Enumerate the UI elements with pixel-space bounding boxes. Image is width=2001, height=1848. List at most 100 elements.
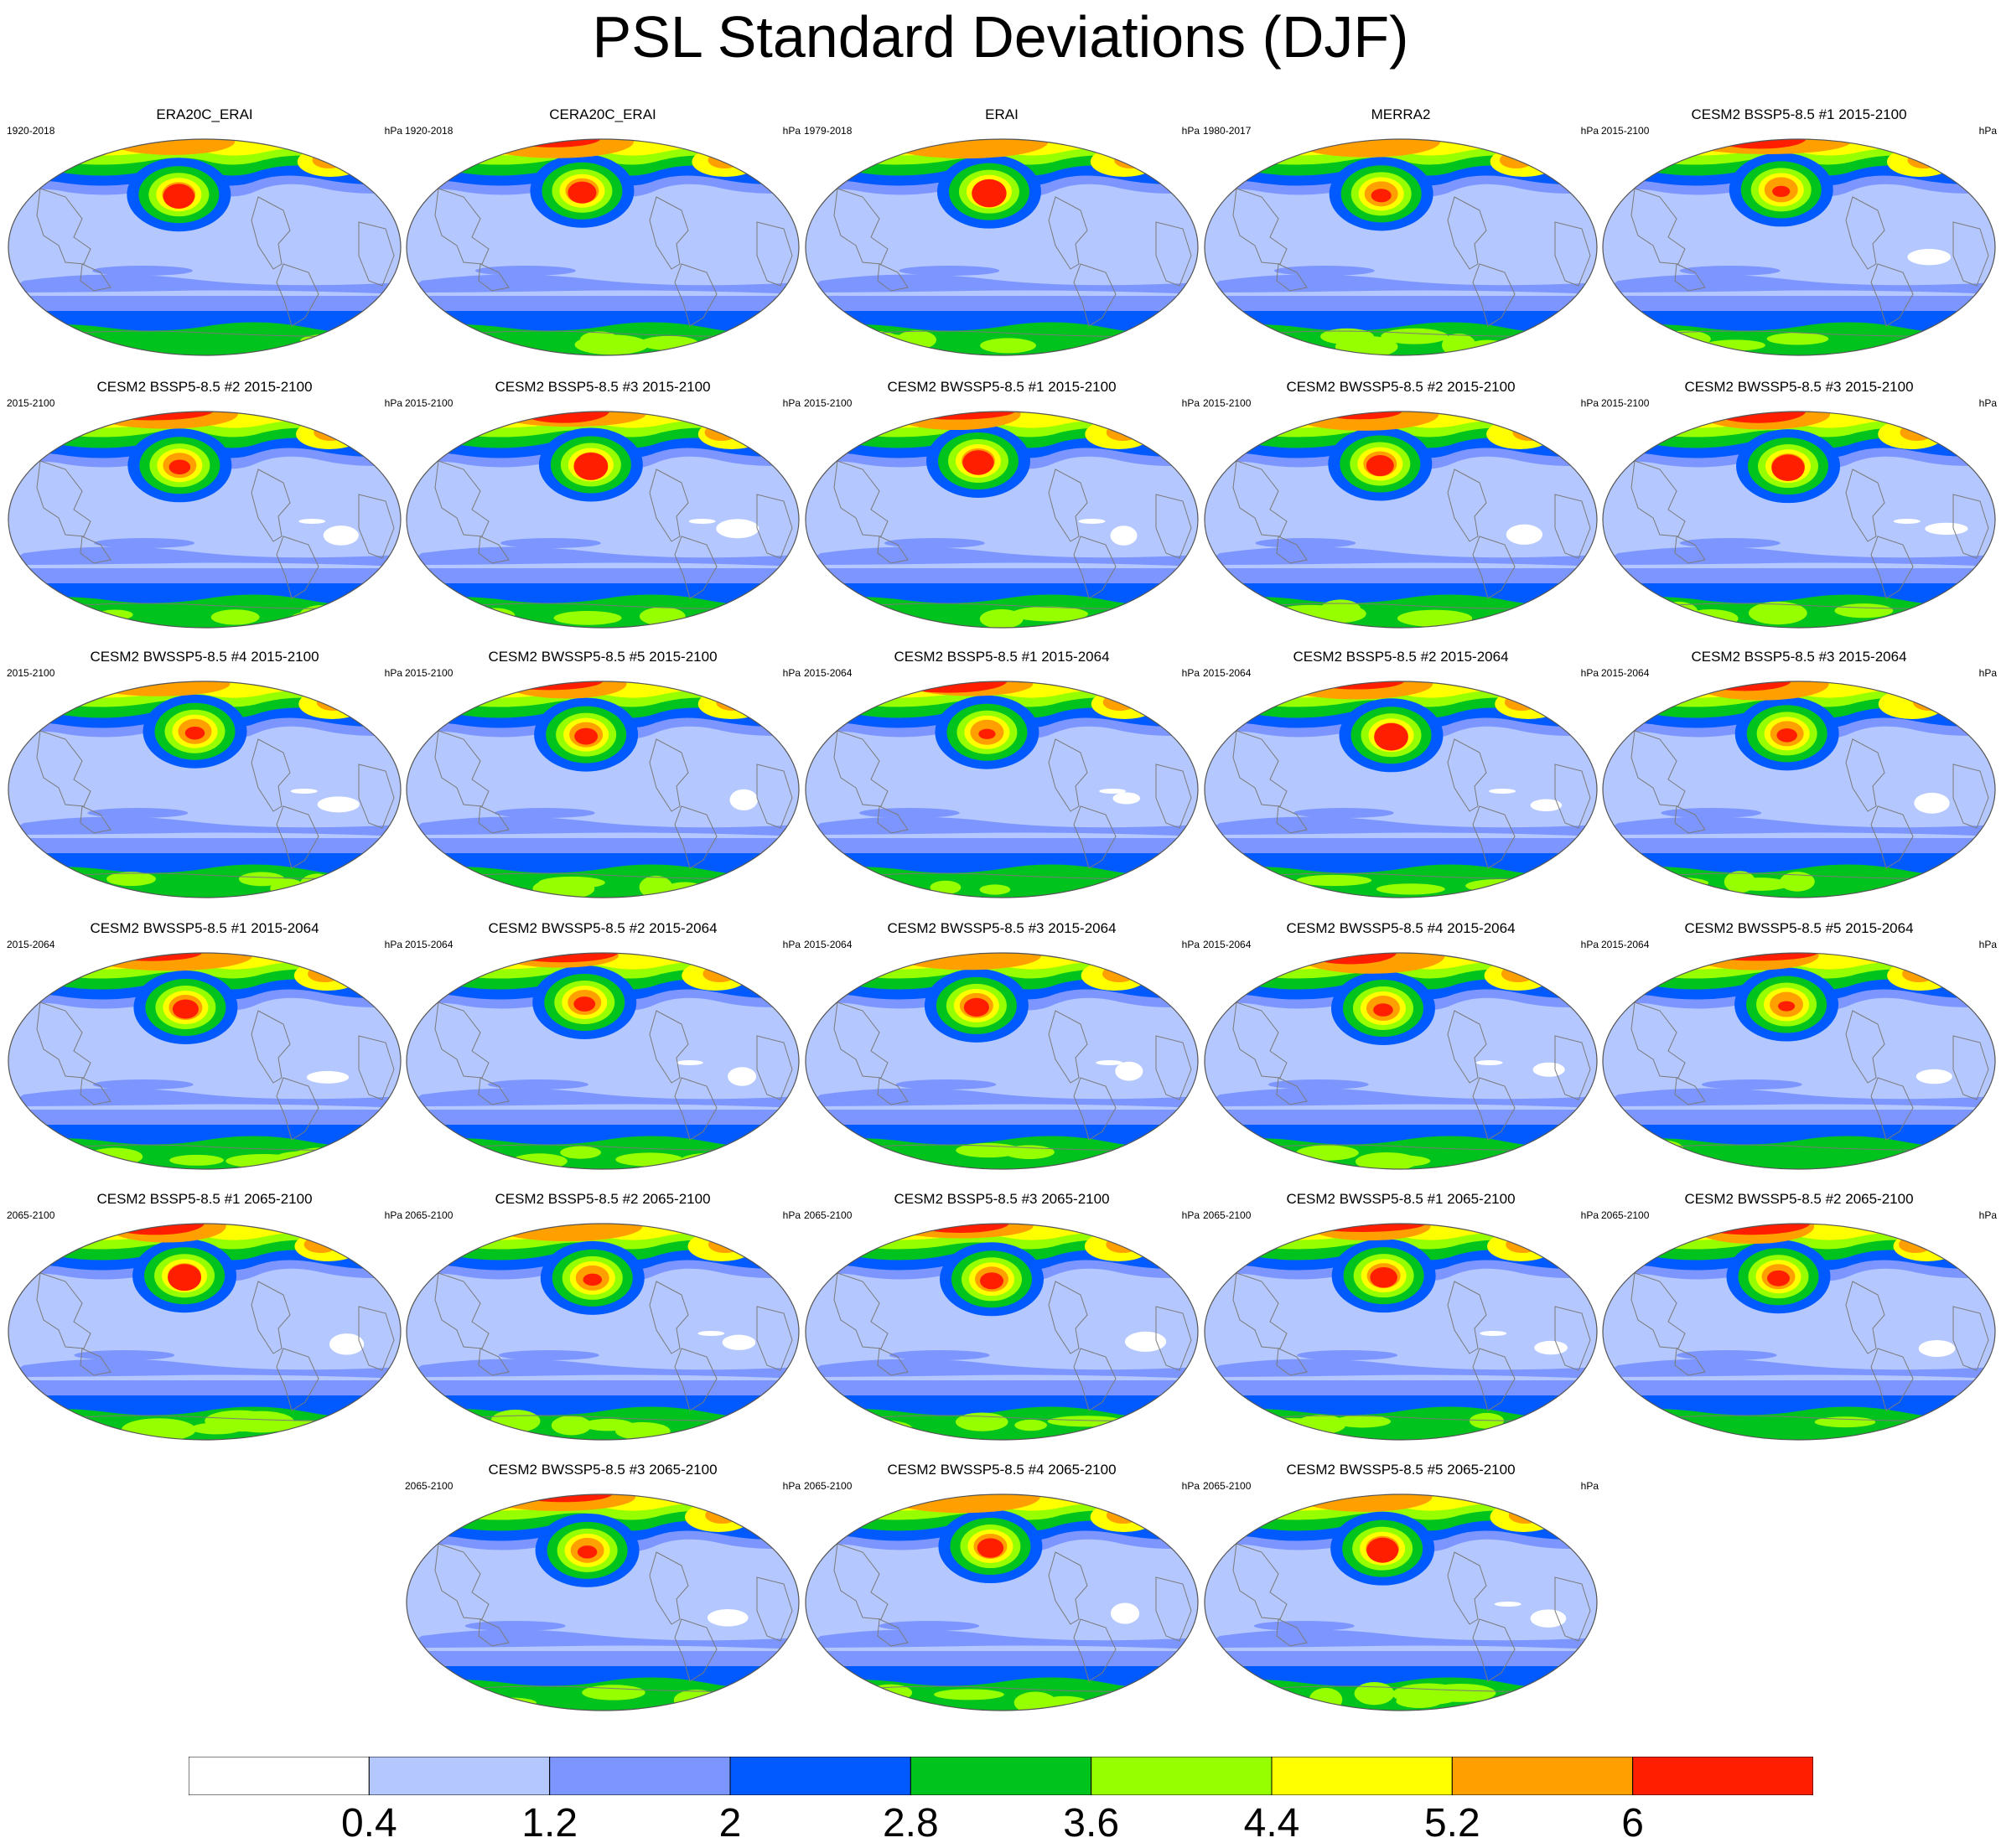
global-map	[8, 1223, 402, 1441]
global-map	[1602, 952, 1996, 1170]
colorbar-tick-label: 2	[718, 1801, 742, 1845]
panel-title: CESM2 BSSP5-8.5 #3 2015-2100	[495, 379, 711, 395]
map-panel: CESM2 BSSP5-8.5 #3 2065-2100 2065-2100 hPa	[802, 1191, 1201, 1442]
global-map	[406, 138, 800, 356]
map-panel: CESM2 BSSP5-8.5 #2 2065-2100 2065-2100 hPa	[403, 1191, 802, 1442]
global-map	[805, 952, 1199, 1170]
colorbar-tick-label: 5.2	[1423, 1801, 1480, 1845]
colorbar-swatch	[368, 1757, 551, 1795]
global-map	[805, 138, 1199, 356]
map-panel: CESM2 BWSSP5-8.5 #5 2065-2100 2065-2100 hP…	[1201, 1462, 1600, 1713]
colorbar-tick-label: 6	[1621, 1801, 1645, 1845]
panel-period: 2065-2100	[405, 1209, 454, 1221]
global-map	[406, 1493, 800, 1711]
panel-title: CESM2 BSSP5-8.5 #2 2065-2100	[495, 1191, 711, 1207]
panel-units: hPa	[1181, 667, 1200, 679]
panel-period: 2015-2100	[7, 667, 55, 679]
panel-title: CESM2 BWSSP5-8.5 #5 2015-2100	[488, 649, 718, 665]
panel-period: 2065-2100	[804, 1209, 853, 1221]
panel-units: hPa	[1181, 1209, 1200, 1221]
panel-title: CESM2 BWSSP5-8.5 #4 2015-2100	[90, 649, 319, 665]
panel-period: 2015-2064	[1601, 667, 1650, 679]
map-panel: CESM2 BWSSP5-8.5 #4 2065-2100 2065-2100 hP…	[802, 1462, 1201, 1713]
panel-units: hPa	[1580, 125, 1599, 137]
panel-units: hPa	[384, 667, 402, 679]
panel-title: CESM2 BSSP5-8.5 #3 2065-2100	[894, 1191, 1110, 1207]
colorbar	[189, 1757, 1813, 1795]
map-panel: CESM2 BSSP5-8.5 #3 2015-2100 2015-2100 hPa	[403, 379, 802, 630]
global-map	[805, 681, 1199, 898]
map-panel: CESM2 BWSSP5-8.5 #5 2015-2100 2015-2100 hP…	[403, 649, 802, 900]
colorbar-swatch	[729, 1757, 911, 1795]
panel-period: 2015-2064	[7, 939, 55, 950]
panel-units: hPa	[1978, 397, 1997, 409]
panel-units: hPa	[782, 125, 801, 137]
panel-period: 1920-2018	[405, 125, 454, 137]
global-map	[8, 138, 402, 356]
panel-units: hPa	[1580, 939, 1599, 950]
panel-units: hPa	[384, 1209, 402, 1221]
global-map	[1602, 1223, 1996, 1441]
global-map	[1602, 681, 1996, 898]
map-panel: CESM2 BWSSP5-8.5 #2 2065-2100 2065-2100 hP…	[1599, 1191, 1998, 1442]
panel-units: hPa	[1181, 125, 1200, 137]
panel-title: CESM2 BWSSP5-8.5 #1 2015-2064	[90, 920, 319, 936]
map-panel: CESM2 BWSSP5-8.5 #5 2015-2064 2015-2064 hP…	[1599, 920, 1998, 1172]
panel-title: CERA20C_ERAI	[549, 106, 656, 122]
map-panel: CESM2 BSSP5-8.5 #1 2015-2064 2015-2064 hPa	[802, 649, 1201, 900]
global-map	[8, 411, 402, 629]
panel-period: 1980-2017	[1203, 125, 1252, 137]
map-panel: CESM2 BSSP5-8.5 #2 2015-2100 2015-2100 hPa	[5, 379, 404, 630]
colorbar-tick-label: 4.4	[1243, 1801, 1300, 1845]
map-panel: CESM2 BWSSP5-8.5 #4 2015-2064 2015-2064 hP…	[1201, 920, 1600, 1172]
panel-units: hPa	[782, 667, 801, 679]
panel-units: hPa	[1181, 939, 1200, 950]
panel-title: CESM2 BWSSP5-8.5 #5 2065-2100	[1286, 1462, 1516, 1478]
map-panel: CESM2 BWSSP5-8.5 #2 2015-2064 2015-2064 hP…	[403, 920, 802, 1172]
panel-period: 2015-2100	[405, 397, 454, 409]
panel-units: hPa	[1181, 397, 1200, 409]
global-map	[1204, 138, 1598, 356]
panel-period: 2015-2100	[1601, 125, 1650, 137]
panel-title: CESM2 BSSP5-8.5 #1 2065-2100	[96, 1191, 313, 1207]
colorbar-tick-label: 1.2	[521, 1801, 578, 1845]
panel-title: CESM2 BWSSP5-8.5 #1 2065-2100	[1286, 1191, 1516, 1207]
panel-period: 2015-2064	[405, 939, 454, 950]
panel-units: hPa	[1978, 667, 1997, 679]
panel-period: 2015-2100	[7, 397, 55, 409]
panel-period: 2015-2064	[1601, 939, 1650, 950]
map-panel: MERRA2 1980-2017 hPa	[1201, 106, 1600, 358]
figure-title: PSL Standard Deviations (DJF)	[592, 4, 1409, 70]
panel-period: 1920-2018	[7, 125, 55, 137]
panel-title: CESM2 BWSSP5-8.5 #2 2015-2064	[488, 920, 718, 936]
panel-period: 2065-2100	[405, 1480, 454, 1492]
panel-title: CESM2 BWSSP5-8.5 #4 2065-2100	[887, 1462, 1117, 1478]
panel-title: ERA20C_ERAI	[156, 106, 253, 122]
panel-period: 2015-2100	[405, 667, 454, 679]
map-panel: CESM2 BWSSP5-8.5 #4 2015-2100 2015-2100 hP…	[5, 649, 404, 900]
global-map	[1204, 411, 1598, 629]
panel-title: CESM2 BWSSP5-8.5 #2 2065-2100	[1684, 1191, 1914, 1207]
global-map	[406, 681, 800, 898]
colorbar-tick-label: 2.8	[882, 1801, 939, 1845]
panel-period: 2065-2100	[1601, 1209, 1650, 1221]
colorbar-swatch	[189, 1757, 370, 1795]
panel-period: 2065-2100	[7, 1209, 55, 1221]
panel-units: hPa	[384, 397, 402, 409]
global-map	[1602, 138, 1996, 356]
global-map	[406, 1223, 800, 1441]
map-panel: CESM2 BWSSP5-8.5 #2 2015-2100 2015-2100 hP…	[1201, 379, 1600, 630]
colorbar-labels: 0.4 1.2 2 2.8 3.6 4.4 5.2 6	[189, 1800, 1813, 1848]
map-panel: CESM2 BSSP5-8.5 #3 2015-2064 2015-2064 hPa	[1599, 649, 1998, 900]
global-map	[406, 952, 800, 1170]
colorbar-swatch	[1451, 1757, 1634, 1795]
panel-title: CESM2 BWSSP5-8.5 #3 2065-2100	[488, 1462, 718, 1478]
panel-units: hPa	[1978, 939, 1997, 950]
colorbar-tick-label: 0.4	[340, 1801, 397, 1845]
panel-title: CESM2 BWSSP5-8.5 #3 2015-2100	[1684, 379, 1914, 395]
panel-units: hPa	[782, 1480, 801, 1492]
panel-units: hPa	[1978, 125, 1997, 137]
panel-title: CESM2 BWSSP5-8.5 #2 2015-2100	[1286, 379, 1516, 395]
panel-period: 2015-2100	[1203, 397, 1252, 409]
panel-period: 2015-2064	[1203, 939, 1252, 950]
